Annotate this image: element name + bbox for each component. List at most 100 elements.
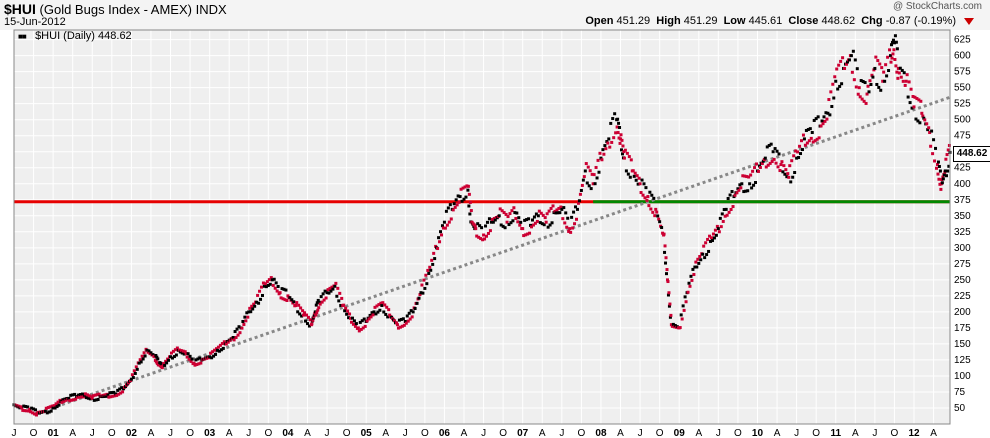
price-point	[312, 315, 316, 319]
price-point	[684, 300, 688, 304]
price-point	[275, 289, 279, 293]
price-point	[72, 398, 76, 402]
price-point	[547, 209, 551, 213]
price-point	[507, 223, 511, 227]
price-point	[747, 175, 751, 179]
y-tick-label: 625	[954, 35, 971, 46]
price-point	[745, 175, 749, 179]
price-point	[219, 348, 223, 352]
price-point	[299, 306, 303, 310]
price-point	[405, 314, 409, 318]
price-point	[804, 128, 808, 132]
price-point	[363, 324, 367, 328]
price-point	[695, 265, 699, 269]
y-tick-label: 525	[954, 99, 971, 110]
y-tick-label: 125	[954, 355, 971, 366]
price-point	[498, 207, 502, 211]
price-point	[461, 186, 465, 190]
price-point	[398, 325, 402, 329]
price-point	[634, 178, 638, 182]
price-point	[71, 393, 75, 397]
price-point	[775, 149, 779, 153]
price-point	[128, 379, 132, 383]
price-point	[773, 147, 777, 151]
price-point	[134, 365, 138, 369]
price-point	[686, 290, 690, 294]
legend-label: $HUI (Daily)	[35, 30, 95, 42]
price-point	[477, 235, 481, 239]
price-point	[564, 211, 568, 215]
price-point	[444, 209, 448, 213]
price-point	[716, 227, 720, 231]
price-point	[307, 324, 311, 328]
price-point	[556, 211, 560, 215]
y-tick-label: 325	[954, 227, 971, 238]
price-point	[331, 287, 335, 291]
price-point	[237, 325, 241, 329]
price-point	[748, 182, 752, 186]
price-point	[27, 409, 31, 413]
low-value: 445.61	[748, 15, 783, 27]
price-point	[619, 133, 623, 137]
price-point	[611, 117, 615, 121]
x-tick-label: O	[734, 428, 742, 438]
price-point	[815, 137, 819, 141]
price-point	[551, 204, 555, 208]
price-point	[350, 316, 354, 320]
price-point	[620, 148, 623, 152]
price-point	[45, 411, 49, 415]
price-point	[171, 349, 175, 353]
chg-value: -0.87 (-0.19%)	[885, 15, 956, 27]
price-point	[721, 219, 725, 223]
price-point	[894, 40, 898, 44]
price-point	[386, 315, 390, 319]
price-point	[78, 395, 82, 399]
price-point	[816, 115, 820, 119]
y-tick-label: 100	[954, 371, 971, 382]
price-point	[156, 357, 160, 361]
price-point	[612, 136, 616, 140]
price-point	[783, 172, 787, 176]
price-point	[396, 326, 400, 330]
copyright[interactable]: @ StockCharts.com	[892, 1, 982, 12]
price-point	[936, 160, 940, 164]
price-point	[946, 148, 950, 152]
price-point	[374, 312, 378, 316]
price-point	[247, 310, 251, 314]
price-point	[147, 349, 151, 353]
price-point	[563, 221, 567, 225]
price-point	[44, 406, 48, 410]
price-point	[832, 96, 836, 100]
price-point	[190, 357, 194, 361]
price-point	[186, 352, 190, 356]
price-point	[575, 217, 578, 221]
price-point	[537, 209, 541, 213]
price-point	[449, 217, 453, 221]
price-point	[31, 411, 35, 415]
price-point	[640, 178, 644, 182]
price-point	[641, 193, 645, 197]
price-point	[786, 172, 790, 176]
price-point	[235, 327, 239, 331]
price-point	[802, 137, 806, 141]
price-point	[836, 87, 840, 91]
price-point	[806, 128, 810, 132]
y-tick-label: 250	[954, 275, 971, 286]
price-point	[455, 203, 459, 207]
price-point	[553, 209, 557, 213]
price-point	[782, 164, 786, 168]
price-point	[679, 313, 683, 317]
price-point	[64, 398, 68, 402]
price-point	[169, 355, 173, 359]
price-point	[580, 183, 584, 187]
price-point	[697, 261, 701, 265]
price-point	[533, 221, 537, 225]
price-point	[764, 165, 768, 169]
price-point	[319, 295, 323, 299]
price-point	[329, 289, 333, 293]
price-point	[667, 304, 671, 308]
price-point	[126, 381, 130, 385]
price-point	[162, 362, 166, 366]
price-point	[769, 142, 773, 146]
